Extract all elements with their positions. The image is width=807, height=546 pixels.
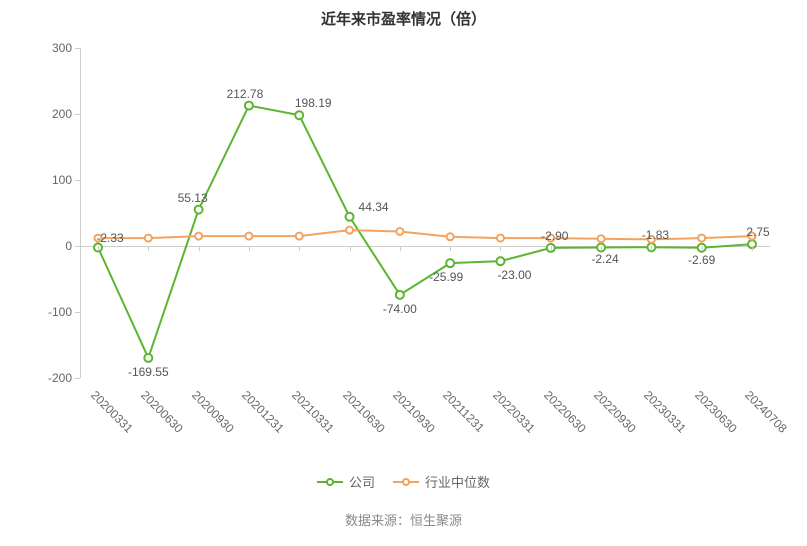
series-marker: [145, 235, 152, 242]
x-tick-mark: [752, 246, 753, 251]
y-tick-mark: [75, 48, 80, 49]
x-tick-mark: [651, 246, 652, 251]
y-tick-mark: [75, 246, 80, 247]
x-tick-mark: [702, 246, 703, 251]
series-marker: [446, 259, 454, 267]
x-tick-label: 20230331: [641, 388, 689, 436]
x-tick-label: 20220331: [491, 388, 539, 436]
series-marker: [346, 213, 354, 221]
pe-ratio-chart: 近年来市盈率情况（倍） -200-10001002003002020033120…: [0, 0, 807, 546]
data-source-note: 数据来源：恒生聚源: [0, 510, 807, 529]
data-label: -2.90: [541, 229, 568, 243]
data-label: 55.13: [178, 191, 208, 205]
data-label: -2.33: [96, 231, 123, 245]
y-tick-mark: [75, 114, 80, 115]
x-tick-mark: [199, 246, 200, 251]
series-marker: [598, 235, 605, 242]
x-tick-mark: [400, 246, 401, 251]
y-tick-mark: [75, 378, 80, 379]
x-tick-mark: [299, 246, 300, 251]
legend-swatch-company: [317, 475, 343, 489]
legend-item-company: 公司: [317, 472, 375, 491]
y-tick-label: 100: [52, 173, 72, 187]
x-tick-mark: [500, 246, 501, 251]
series-marker: [447, 233, 454, 240]
x-tick-mark: [98, 246, 99, 251]
x-tick-label: 20230630: [692, 388, 740, 436]
series-marker: [396, 291, 404, 299]
data-label: -23.00: [497, 268, 531, 282]
x-tick-label: 20200331: [88, 388, 136, 436]
data-label: 44.34: [359, 200, 389, 214]
x-tick-label: 20200630: [138, 388, 186, 436]
series-marker: [195, 233, 202, 240]
x-tick-label: 20200930: [189, 388, 237, 436]
data-label: 2.75: [746, 225, 769, 239]
data-label: -74.00: [383, 302, 417, 316]
data-label: 198.19: [295, 96, 332, 110]
series-marker: [296, 233, 303, 240]
plot-area: -200-10001002003002020033120200630202009…: [80, 48, 770, 378]
x-tick-mark: [601, 246, 602, 251]
x-tick-mark: [450, 246, 451, 251]
x-tick-label: 20210930: [390, 388, 438, 436]
series-marker: [195, 206, 203, 214]
data-label: 212.78: [227, 87, 264, 101]
legend-marker-icon: [326, 478, 334, 486]
x-tick-mark: [350, 246, 351, 251]
y-tick-label: 0: [65, 239, 72, 253]
y-tick-label: -100: [48, 305, 72, 319]
series-marker: [245, 233, 252, 240]
data-label: -1.83: [642, 228, 669, 242]
data-label: -25.99: [429, 270, 463, 284]
x-tick-mark: [148, 246, 149, 251]
data-label: -2.24: [591, 252, 618, 266]
series-marker: [396, 228, 403, 235]
series-layer: [80, 48, 770, 378]
series-marker: [295, 111, 303, 119]
series-marker: [497, 235, 504, 242]
legend-label-company: 公司: [349, 472, 375, 491]
y-tick-mark: [75, 312, 80, 313]
x-tick-mark: [551, 246, 552, 251]
x-tick-label: 20211231: [440, 388, 487, 435]
y-tick-label: 300: [52, 41, 72, 55]
series-marker: [496, 257, 504, 265]
legend-marker-icon: [402, 478, 410, 486]
legend: 公司 行业中位数: [0, 472, 807, 491]
x-tick-label: 20220930: [591, 388, 639, 436]
series-marker: [144, 354, 152, 362]
x-tick-label: 20210630: [340, 388, 388, 436]
legend-swatch-industry: [393, 475, 419, 489]
chart-title: 近年来市盈率情况（倍）: [0, 8, 807, 29]
x-tick-label: 20220630: [541, 388, 589, 436]
series-marker: [346, 227, 353, 234]
legend-label-industry: 行业中位数: [425, 472, 490, 491]
x-tick-label: 20210331: [289, 388, 337, 436]
y-tick-label: -200: [48, 371, 72, 385]
x-tick-label: 20240708: [742, 388, 790, 436]
series-marker: [698, 235, 705, 242]
x-tick-mark: [249, 246, 250, 251]
y-tick-mark: [75, 180, 80, 181]
x-tick-label: 20201231: [239, 388, 287, 436]
data-label: -169.55: [128, 365, 169, 379]
series-marker: [245, 102, 253, 110]
legend-item-industry: 行业中位数: [393, 472, 490, 491]
data-label: -2.69: [688, 253, 715, 267]
y-tick-label: 200: [52, 107, 72, 121]
